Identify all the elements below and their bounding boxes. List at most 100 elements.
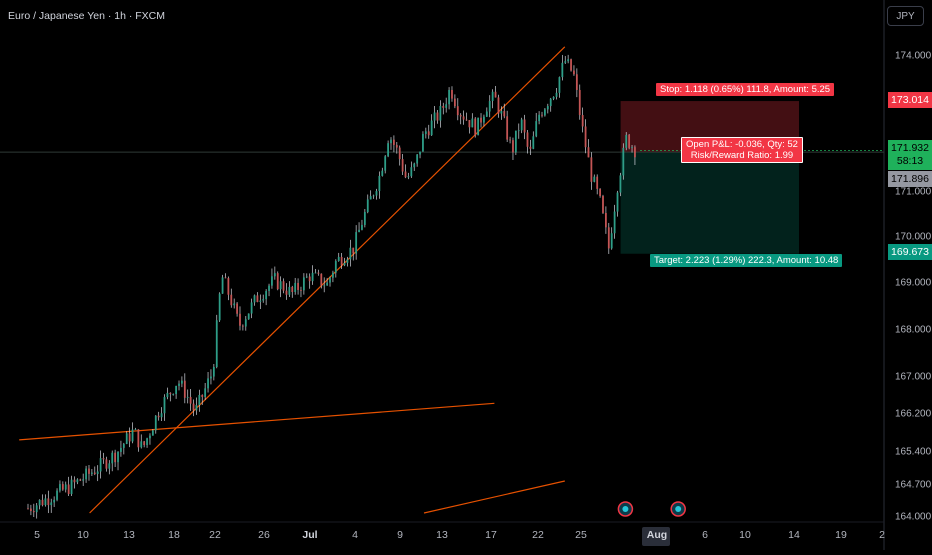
y-tick-label: 169.000 [895, 277, 932, 289]
candle-body [218, 293, 221, 321]
candle-body [337, 256, 340, 261]
candle-body [120, 447, 122, 452]
candle-body [483, 116, 485, 123]
candle-body [596, 176, 599, 189]
candle-body [349, 247, 352, 260]
candle-body [523, 119, 526, 133]
candle-body [387, 143, 389, 157]
symbol-title[interactable]: Euro / Japanese Yen · 1h · FXCM [8, 10, 166, 22]
candle-body [381, 170, 384, 176]
y-tick-label: 164.000 [895, 511, 932, 523]
candle-body [305, 276, 308, 278]
y-tick-label: 171.000 [895, 186, 932, 198]
target-price-badge[interactable]: 169.673 [888, 244, 932, 260]
candle-body [517, 130, 520, 132]
candle-body [503, 111, 506, 117]
candle-body [363, 212, 366, 225]
candle-body [38, 499, 41, 506]
candle-body [366, 199, 369, 213]
candle-body [334, 260, 337, 273]
candle-body [172, 393, 175, 395]
candle-body [137, 429, 140, 448]
candle-body [105, 459, 108, 469]
candle-body [546, 106, 549, 110]
candle-body [355, 232, 358, 254]
candle-body [613, 211, 616, 234]
stop-label[interactable]: Stop: 1.118 (0.65%) 111.8, Amount: 5.25 [656, 83, 835, 96]
candle-body [448, 89, 450, 105]
candle-body [175, 385, 178, 394]
entry-price-badge[interactable]: 171.896 [888, 171, 932, 187]
candle-body [128, 433, 131, 442]
candle-body [593, 176, 596, 182]
candle-body [253, 295, 256, 303]
candle-body [50, 502, 53, 506]
candle-body [279, 281, 282, 290]
candle-body [500, 111, 503, 114]
candle-body [288, 286, 291, 295]
candle-body [558, 77, 561, 93]
pnl-label[interactable]: Open P&L: -0.036, Qty: 52 Risk/Reward Ra… [681, 137, 803, 163]
candle-body [181, 380, 183, 384]
y-tick-label: 164.700 [895, 479, 932, 491]
candle-body [471, 118, 474, 128]
candle-body [575, 74, 578, 90]
candle-body [169, 392, 172, 395]
candle-body [233, 303, 236, 306]
currency-button[interactable]: JPY [887, 6, 924, 26]
x-tick-label: 10 [77, 529, 89, 541]
candle-body [73, 479, 76, 483]
x-tick-label: 14 [788, 529, 800, 541]
candle-body [157, 415, 160, 418]
candle-body [256, 295, 259, 302]
candle-body [480, 117, 482, 123]
candle-body [570, 59, 572, 71]
candle-body [317, 272, 320, 274]
candle-body [125, 433, 128, 444]
candle-body [250, 302, 253, 314]
stop-price-badge[interactable]: 173.014 [888, 92, 932, 108]
candle-body [285, 290, 288, 295]
event-marker-dot [622, 506, 629, 512]
candle-body [555, 92, 558, 97]
candle-body [538, 114, 541, 122]
candle-body [27, 508, 29, 510]
x-tick-label: 10 [739, 529, 751, 541]
candle-body [44, 498, 47, 506]
candle-body [343, 262, 346, 266]
x-tick-label: 19 [835, 529, 847, 541]
candle-body [491, 91, 494, 101]
currency-label: JPY [896, 10, 915, 22]
candle-body [215, 320, 218, 367]
candle-body [79, 479, 82, 481]
candle-body [96, 471, 99, 475]
candle-body [212, 366, 215, 377]
candle-body [227, 278, 230, 295]
candle-body [384, 156, 387, 171]
candle-body [198, 394, 201, 405]
candle-body [332, 272, 334, 278]
candle-body [631, 147, 633, 149]
target-label[interactable]: Target: 2.223 (1.29%) 222.3, Amount: 10.… [650, 254, 843, 267]
candle-body [416, 154, 419, 164]
candle-body [320, 273, 323, 286]
candle-body [610, 233, 613, 249]
candle-body [207, 378, 209, 389]
trendline [19, 402, 495, 441]
last-price-badge[interactable]: 171.932 58:13 [888, 140, 932, 170]
candle-body [599, 188, 601, 196]
candle-body [265, 291, 268, 300]
candle-body [564, 61, 567, 63]
candle-body [346, 259, 349, 263]
candle-body [70, 479, 73, 495]
last-price-value: 171.932 [891, 142, 929, 154]
trendline [423, 480, 565, 514]
candle-body [619, 175, 622, 193]
candle-body [166, 392, 169, 398]
x-tick-label: 25 [575, 529, 587, 541]
candle-body [314, 272, 317, 274]
candle-body [61, 484, 64, 490]
candle-body [506, 116, 509, 140]
